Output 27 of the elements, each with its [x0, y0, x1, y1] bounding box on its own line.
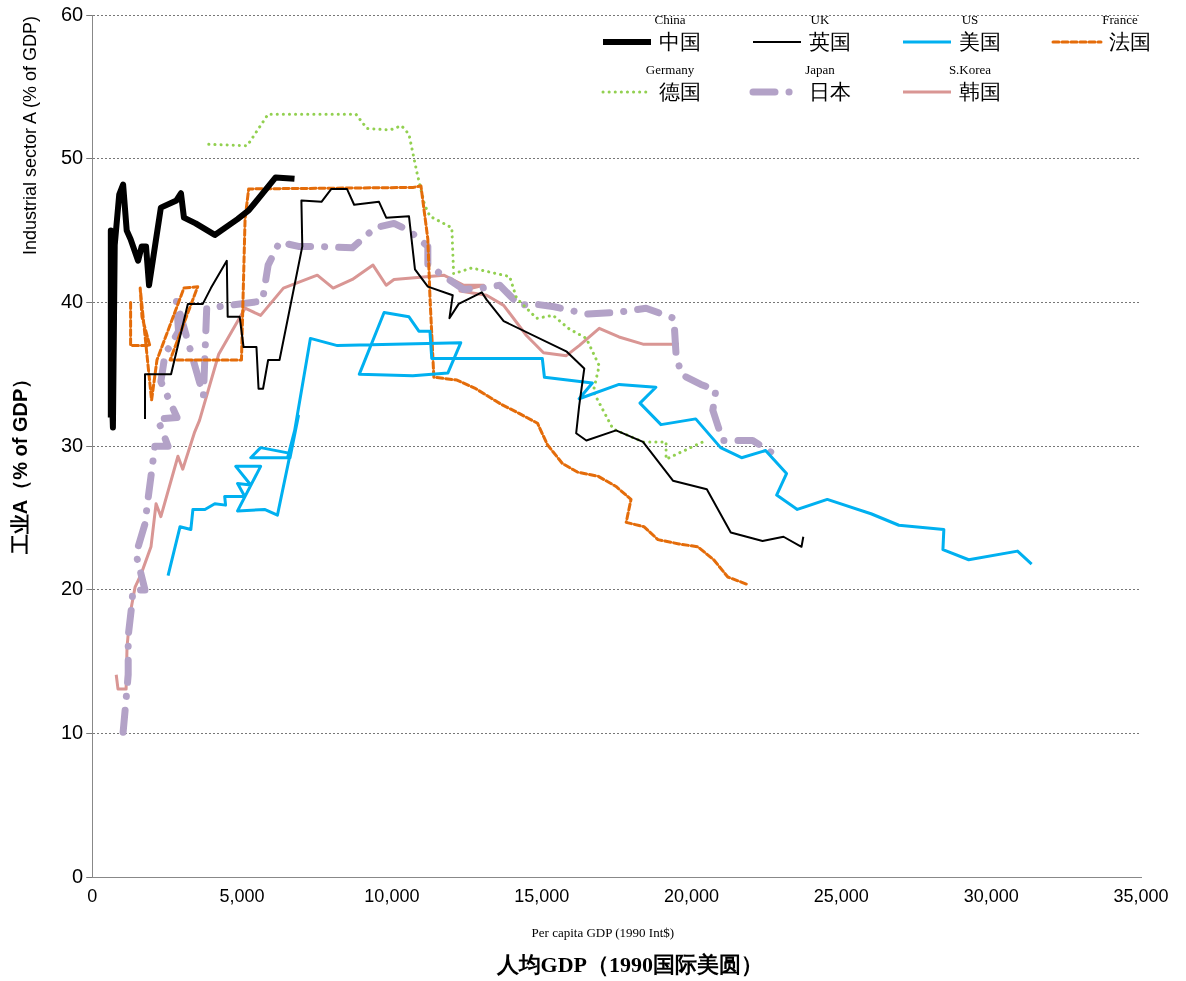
x-tick-label: 30,000: [963, 886, 1019, 907]
legend-label: S.Korea 韩国: [948, 62, 1001, 106]
text: Industrial sector A (% of GDP): [19, 14, 41, 258]
y-axis-title: 工业A（% of GDP）: [7, 367, 32, 557]
y-tick-label: 60: [61, 2, 84, 25]
x-tick-label: 15,000: [514, 886, 570, 907]
y-tick-label: 10: [61, 721, 84, 744]
y-tick-label: 30: [61, 433, 84, 456]
legend-label: Germany 德国: [645, 62, 701, 106]
x-tick-label: 20,000: [664, 886, 720, 907]
legend-label: UK 英国: [809, 12, 851, 56]
legend-label: China 中国: [654, 12, 701, 56]
x-tick-label: 10,000: [364, 886, 420, 907]
line-series: [129, 184, 749, 586]
x-axis-title: 人均GDP（1990国际美圆）: [496, 951, 764, 979]
y-tick-label: 50: [61, 146, 84, 169]
y-tick-label: 40: [61, 289, 84, 312]
legend-label: France 法国: [1102, 12, 1151, 56]
legend-label: Japan 日本: [805, 62, 851, 106]
x-tick-label: 0: [87, 886, 98, 907]
x-tick-label: 35,000: [1113, 886, 1169, 907]
text: Per capita GDP (1990 Int$): [531, 925, 675, 941]
y-tick-label: 20: [61, 577, 84, 600]
x-tick-label: 5,000: [219, 886, 265, 907]
x-tick-label: 25,000: [813, 886, 869, 907]
y-tick-label: 0: [72, 864, 84, 887]
legend-label: US 美国: [959, 12, 1001, 56]
